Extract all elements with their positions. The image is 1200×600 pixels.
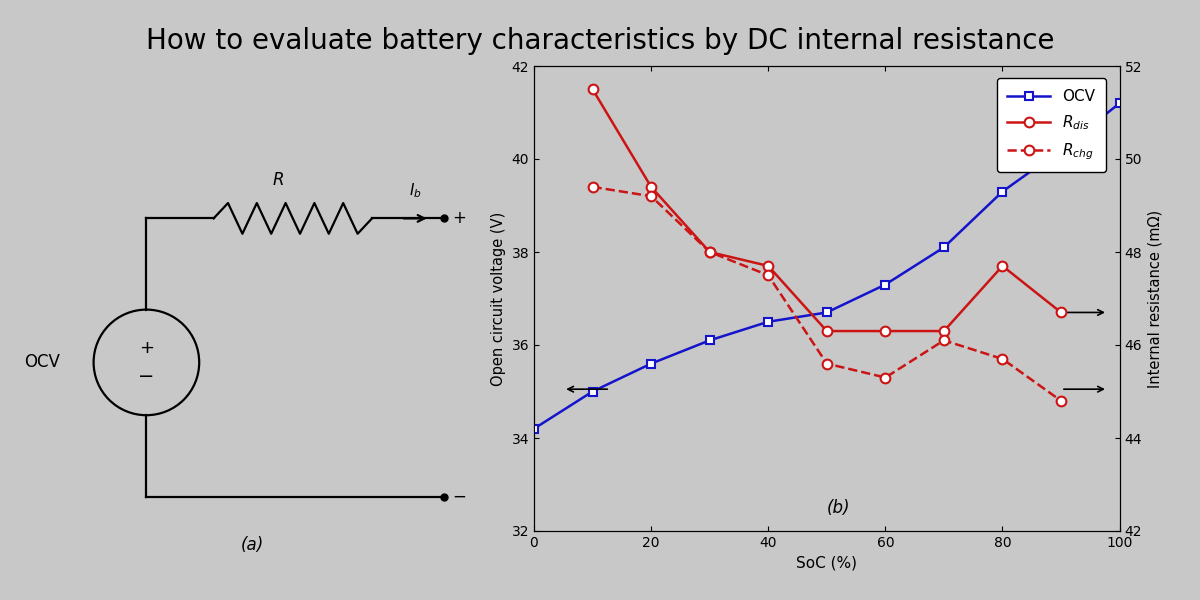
Text: −: − xyxy=(452,488,467,506)
Y-axis label: Internal resistance (mΩ): Internal resistance (mΩ) xyxy=(1147,209,1163,388)
OCV xyxy=(527,425,541,432)
Legend: OCV, $R_{dis}$, $R_{chg}$: OCV, $R_{dis}$, $R_{chg}$ xyxy=(997,78,1106,172)
Text: $R$: $R$ xyxy=(272,170,284,188)
X-axis label: SoC (%): SoC (%) xyxy=(797,556,857,571)
Line: OCV: OCV xyxy=(530,99,1123,433)
Text: (a): (a) xyxy=(240,536,264,554)
OCV xyxy=(820,309,834,316)
Text: +: + xyxy=(452,209,467,227)
OCV xyxy=(702,337,716,344)
OCV xyxy=(644,360,659,367)
Text: (b): (b) xyxy=(827,499,851,517)
Text: −: − xyxy=(138,367,155,386)
Text: How to evaluate battery characteristics by DC internal resistance: How to evaluate battery characteristics … xyxy=(145,27,1055,55)
Text: OCV: OCV xyxy=(24,353,60,371)
Text: +: + xyxy=(139,339,154,357)
OCV xyxy=(586,388,600,395)
OCV xyxy=(1112,100,1127,107)
OCV xyxy=(995,188,1009,195)
Text: $I_b$: $I_b$ xyxy=(409,181,421,200)
OCV xyxy=(761,318,775,325)
Y-axis label: Open circuit voltage (V): Open circuit voltage (V) xyxy=(491,211,506,386)
OCV xyxy=(937,244,952,251)
OCV xyxy=(1054,146,1068,153)
OCV xyxy=(878,281,893,288)
